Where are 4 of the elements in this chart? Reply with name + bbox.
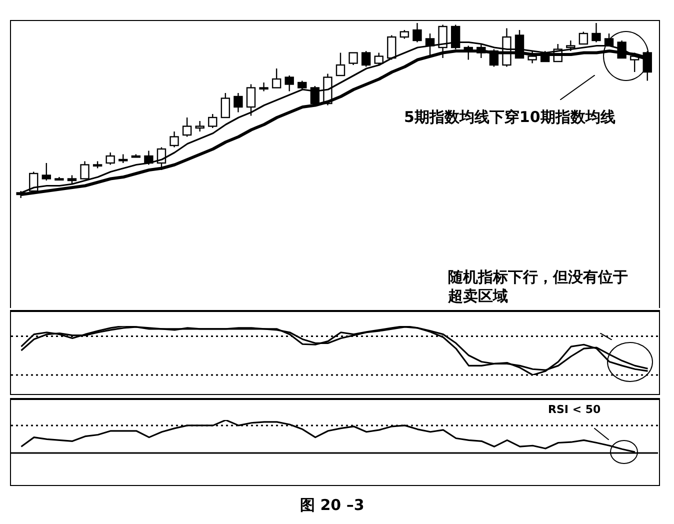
- text: RSI < 50: [548, 403, 601, 417]
- caption: 图 20 –3: [300, 496, 364, 515]
- text: 随机指标下行，但没有位于超卖区域: [448, 268, 640, 306]
- annotation: 5期指数均线下穿10期指数均线: [404, 108, 616, 127]
